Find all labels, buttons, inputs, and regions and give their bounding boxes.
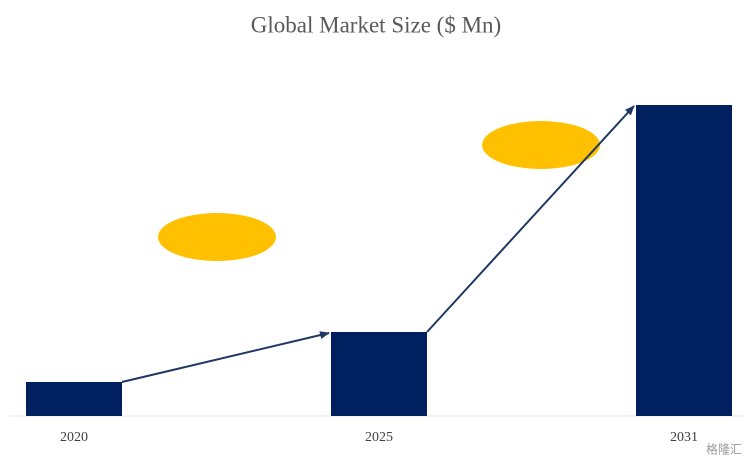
bar [331,332,427,416]
growth-arrow [121,331,330,383]
watermark: 格隆汇 [706,442,742,457]
cagr-bubble [482,121,600,169]
bar [26,382,122,416]
growth-arrow [426,105,635,333]
cagr-bubble [158,213,276,261]
x-tick-label: 2020 [60,430,88,445]
chart-title: Global Market Size ($ Mn) [251,12,501,37]
x-tick-label: 2031 [670,430,698,445]
bar [636,105,732,416]
x-tick-label: 2025 [365,430,393,445]
